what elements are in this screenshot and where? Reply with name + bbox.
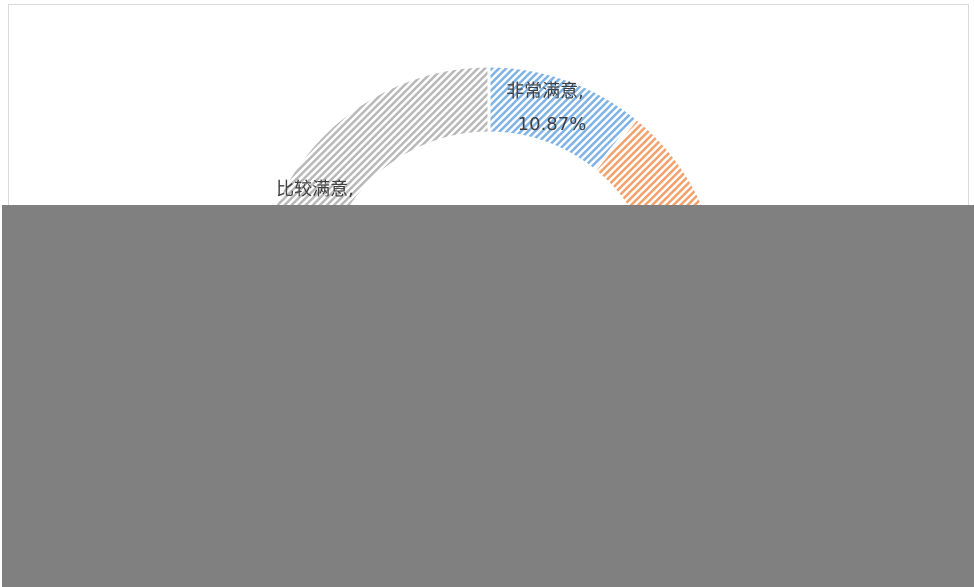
slice-value-label: 10.87% — [518, 114, 587, 135]
slice-label: 比较满意, — [276, 179, 354, 200]
slice-label: 非常满意, — [506, 81, 584, 102]
occluding-overlay — [2, 205, 974, 587]
